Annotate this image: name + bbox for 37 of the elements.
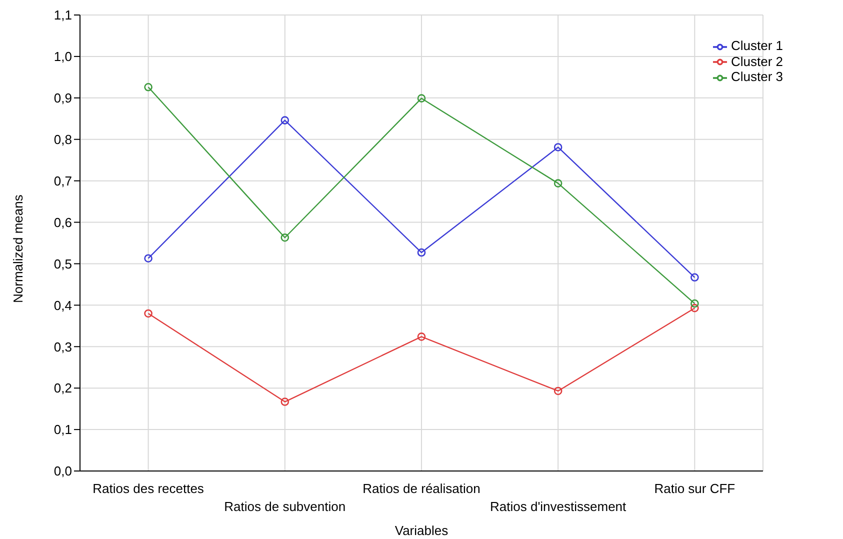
- x-tick-label: Ratios de réalisation: [362, 481, 480, 496]
- y-tick-label: 0,1: [54, 422, 72, 438]
- y-tick-label: 1,0: [54, 49, 72, 64]
- x-tick-label: Ratios d'investissement: [490, 499, 627, 514]
- x-tick-label: Ratios de subvention: [224, 499, 346, 514]
- point: [554, 386, 562, 396]
- legend-label: Cluster 1: [730, 38, 783, 53]
- point: [417, 332, 426, 341]
- point: [690, 299, 699, 308]
- x-tick-label: Ratio sur CFF: [654, 481, 736, 496]
- y-tick-label: 0,4: [54, 298, 72, 313]
- y-tick-label: 0,6: [54, 214, 72, 230]
- point: [417, 248, 426, 257]
- y-tick-label: 0,8: [54, 132, 72, 147]
- y-tick-label: 0,9: [54, 90, 72, 106]
- x-axis-title: Variables: [394, 523, 449, 538]
- point: [554, 179, 562, 188]
- legend-label: Cluster 3: [730, 69, 783, 84]
- point: [690, 273, 699, 282]
- y-tick-label: 0,3: [54, 339, 72, 354]
- x-tick-label: Ratios des recettes: [92, 481, 204, 496]
- point: [280, 233, 290, 242]
- point: [417, 94, 426, 102]
- y-tick-label: 0,0: [54, 464, 72, 479]
- point: [144, 82, 152, 92]
- legend-label: Cluster 2: [730, 54, 783, 69]
- y-axis-title: Normalized means: [10, 194, 26, 303]
- y-tick-label: 0,2: [54, 380, 72, 396]
- point: [554, 143, 562, 152]
- point: [280, 398, 290, 406]
- y-tick-label: 0,7: [54, 173, 72, 188]
- point: [280, 116, 290, 124]
- point: [690, 304, 699, 312]
- point: [144, 309, 152, 318]
- point: [144, 254, 152, 262]
- y-tick-label: 0,5: [54, 256, 72, 272]
- y-tick-label: 1,1: [54, 8, 72, 23]
